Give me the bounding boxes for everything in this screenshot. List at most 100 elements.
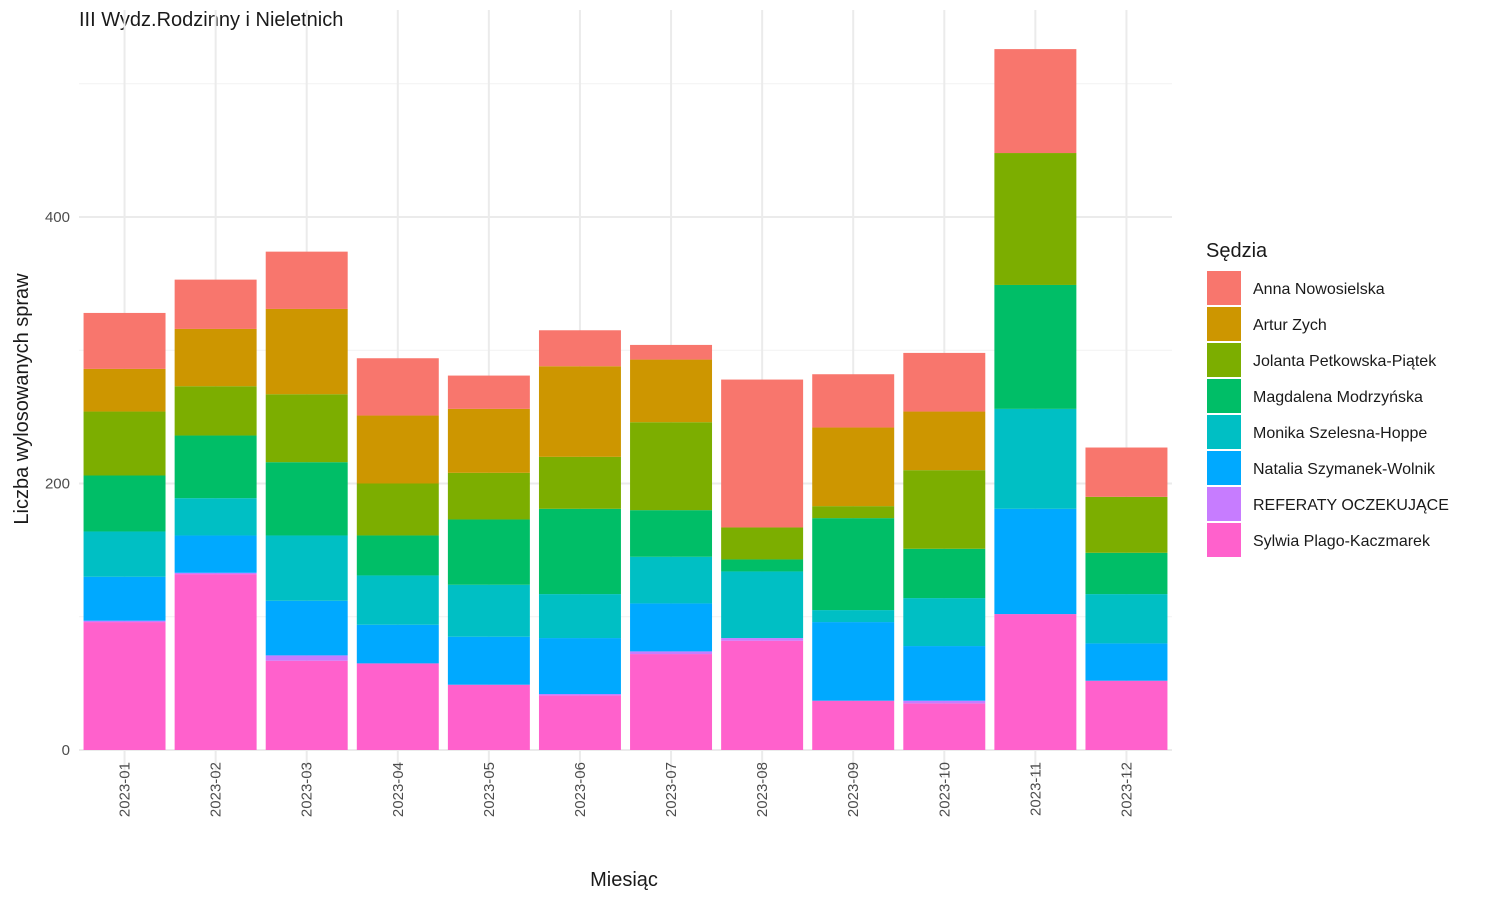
bar-segment <box>994 284 1077 409</box>
bar-segment <box>630 359 713 423</box>
bar-segment <box>83 620 166 623</box>
bar-segment <box>265 251 348 309</box>
bar-segment <box>721 379 804 528</box>
bar-segment <box>630 344 713 360</box>
bar-segment <box>630 510 713 557</box>
bar-segment <box>447 684 530 750</box>
bar-segment <box>721 640 804 750</box>
x-tick-label: 2023-10 <box>936 762 953 817</box>
bar-segment <box>721 638 804 641</box>
bar-segment <box>174 535 257 573</box>
bar-segment <box>538 330 621 367</box>
bar-segment <box>812 700 895 750</box>
bar-segment <box>447 408 530 473</box>
x-tick-label: 2023-01 <box>117 762 134 817</box>
x-tick-label: 2023-05 <box>481 762 498 817</box>
legend-label: Monika Szelesna-Hoppe <box>1253 425 1427 442</box>
bar-segment <box>265 308 348 395</box>
bar-segment <box>812 427 895 507</box>
bar-segment <box>903 598 986 647</box>
chart-title: III Wydz.Rodzinny i Nieletnich <box>79 9 343 31</box>
bar-segment <box>83 475 166 532</box>
bar-segment <box>721 559 804 572</box>
bar-segment <box>630 556 713 604</box>
legend-label: Sylwia Plago-Kaczmarek <box>1253 533 1431 550</box>
bar-segment <box>812 518 895 611</box>
bar-segment <box>83 411 166 476</box>
bar-segment <box>1085 680 1168 750</box>
bar-segment <box>265 600 348 656</box>
bar-segment <box>903 646 986 701</box>
legend: Sędzia Anna Nowosielska Artur Zych Jolanta… <box>1206 240 1449 557</box>
bar-segment <box>265 462 348 536</box>
bar-segment <box>447 519 530 585</box>
bar-segment <box>356 624 439 664</box>
bar-segment <box>538 638 621 695</box>
bar-segment <box>356 663 439 750</box>
bar-segment <box>538 594 621 639</box>
bar-segment <box>812 374 895 428</box>
x-tick-label: 2023-07 <box>663 762 680 817</box>
bar-segment <box>356 415 439 484</box>
legend-swatch <box>1207 343 1241 377</box>
bar-segment <box>721 527 804 560</box>
legend-swatch <box>1207 487 1241 521</box>
bar-segment <box>447 375 530 409</box>
bar-segment <box>994 153 1077 285</box>
x-tick-label: 2023-08 <box>754 762 771 817</box>
bar-segment <box>356 358 439 416</box>
bar-segment <box>1085 552 1168 595</box>
legend-title: Sędzia <box>1206 240 1268 262</box>
bar-segment <box>994 508 1077 615</box>
y-tick-label: 0 <box>62 742 70 759</box>
bar-segment <box>1085 447 1168 497</box>
bar-segment <box>812 622 895 701</box>
bars <box>83 49 1168 750</box>
bar-segment <box>812 506 895 519</box>
y-tick-label: 200 <box>45 476 70 493</box>
legend-swatch <box>1207 379 1241 413</box>
bar-segment <box>903 352 986 412</box>
bar-segment <box>356 575 439 625</box>
bar-segment <box>538 508 621 595</box>
bar-segment <box>538 695 621 750</box>
bar-segment <box>174 386 257 436</box>
bar-segment <box>265 660 348 750</box>
bar-segment <box>447 636 530 685</box>
bar-segment <box>265 394 348 463</box>
bar-segment <box>630 654 713 750</box>
legend-label: Anna Nowosielska <box>1253 281 1385 298</box>
x-tick-label: 2023-06 <box>572 762 589 817</box>
bar-segment <box>265 655 348 661</box>
bar-segment <box>83 576 166 621</box>
bar-segment <box>903 700 986 704</box>
legend-label: Jolanta Petkowska-Piątek <box>1253 353 1437 370</box>
bar-segment <box>903 470 986 549</box>
bar-segment <box>630 422 713 511</box>
legend-swatch <box>1207 523 1241 557</box>
bar-segment <box>356 483 439 536</box>
x-tick-label: 2023-12 <box>1118 762 1135 817</box>
legend-swatch <box>1207 415 1241 449</box>
x-tick-label: 2023-09 <box>845 762 862 817</box>
x-tick-label: 2023-04 <box>390 762 407 817</box>
bar-segment <box>447 584 530 637</box>
y-tick-label: 400 <box>45 209 70 226</box>
bar-segment <box>265 535 348 601</box>
x-axis-ticks: 2023-01 2023-02 2023-03 2023-04 2023-05 2023-… <box>117 762 1136 817</box>
bar-segment <box>356 535 439 576</box>
x-tick-label: 2023-03 <box>299 762 316 817</box>
bar-segment <box>1085 594 1168 644</box>
legend-label: Magdalena Modrzyńska <box>1253 389 1423 406</box>
bar-segment <box>994 408 1077 509</box>
bar-segment <box>1085 496 1168 553</box>
legend-label: Natalia Szymanek-Wolnik <box>1253 461 1436 478</box>
x-tick-label: 2023-11 <box>1027 762 1044 816</box>
bar-segment <box>903 548 986 599</box>
bar-segment <box>994 614 1077 750</box>
legend-label: Artur Zych <box>1253 317 1327 334</box>
bar-segment <box>83 531 166 577</box>
legend-label: REFERATY OCZEKUJĄCE <box>1253 497 1449 514</box>
x-axis-title: Miesiąc <box>590 869 658 891</box>
